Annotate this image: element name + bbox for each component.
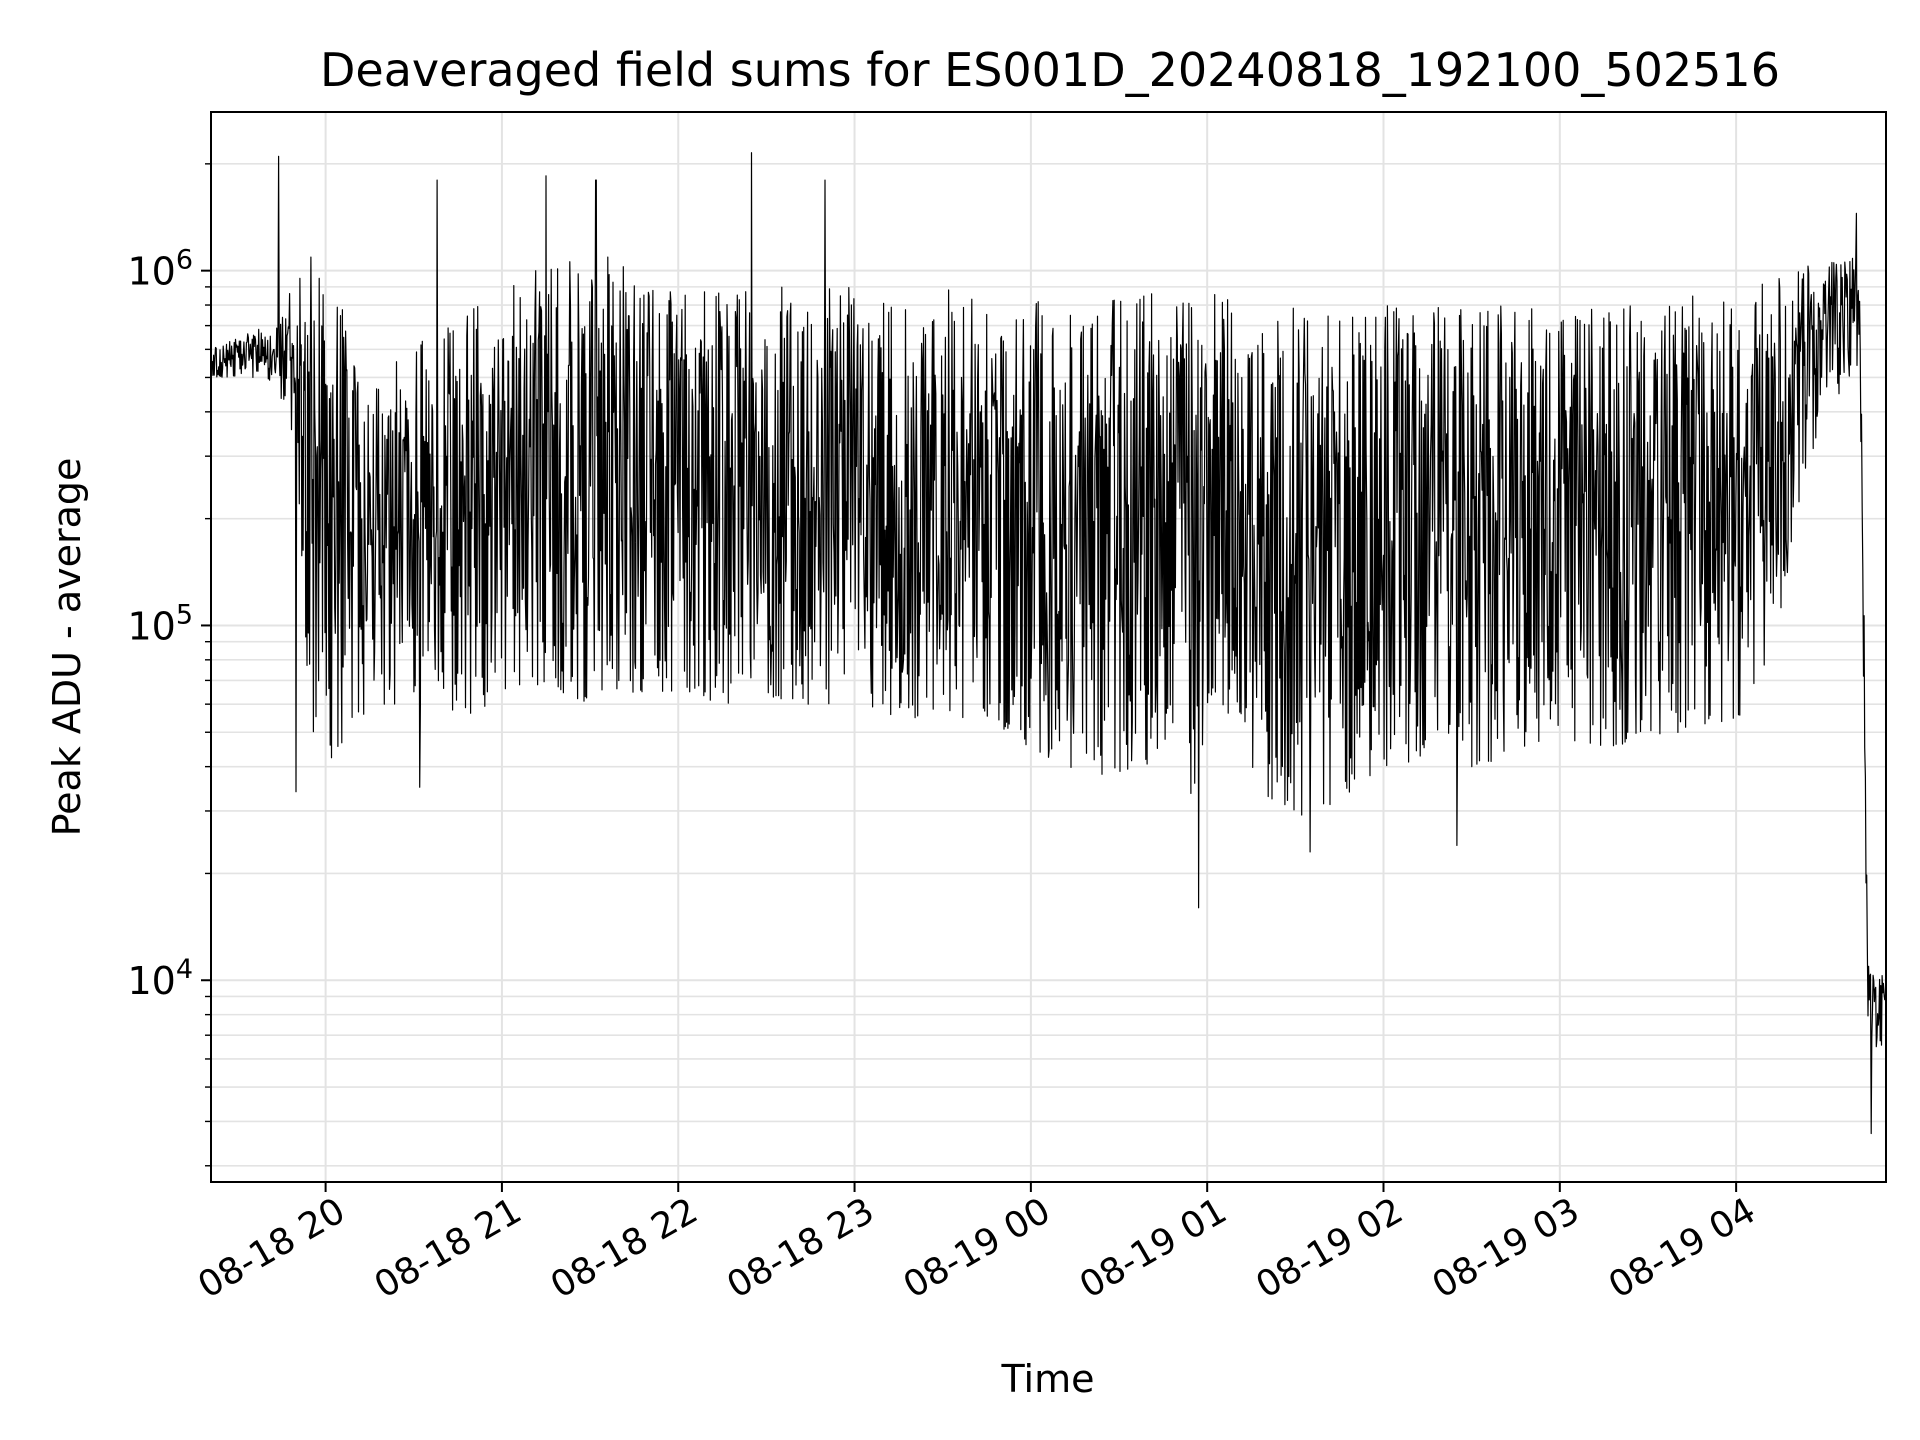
y-axis-label: Peak ADU - average: [45, 458, 89, 837]
series-layer: [210, 152, 1887, 1135]
y-axis: 104 105 106: [127, 163, 211, 1167]
y-tick-label: 104: [127, 954, 193, 1003]
y-tick-label: 106: [127, 245, 193, 294]
grid: [211, 112, 1886, 1182]
series-line: [210, 152, 1887, 1135]
x-axis-label: Time: [1001, 1357, 1095, 1401]
y-tick-label: 105: [127, 599, 193, 648]
plot-frame: [210, 111, 1887, 1183]
chart-title: Deaveraged field sums for ES001D_2024081…: [320, 43, 1780, 97]
